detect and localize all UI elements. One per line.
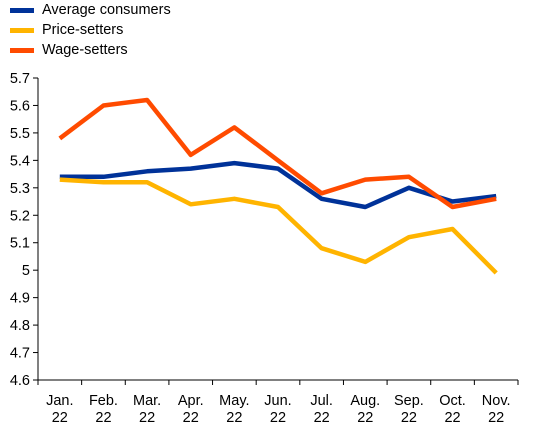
y-tick-label: 5.4 (10, 153, 30, 169)
legend-item-price-setters: Price-setters (10, 20, 171, 40)
series-layer (58, 97, 498, 275)
x-tick-label: Aug. 22 (350, 393, 380, 426)
legend-swatch-wage-setters (10, 47, 34, 53)
series-line-price-setters (59, 177, 498, 275)
y-tick-label: 4.7 (10, 346, 30, 362)
x-tick-label: Jun. 22 (264, 393, 291, 426)
y-tick-label: 5.1 (10, 236, 30, 252)
x-tick-label: Nov. 22 (482, 393, 511, 426)
y-tick-label: 4.8 (10, 318, 30, 334)
y-tick-label: 5 (22, 263, 30, 279)
y-tick-label: 5.6 (10, 98, 30, 114)
y-tick-label: 4.6 (10, 373, 30, 389)
y-tick-label: 5.2 (10, 208, 30, 224)
legend-label-average-consumers: Average consumers (42, 2, 171, 18)
series-line-wage-setters (58, 97, 497, 210)
series-line-average-consumers (59, 160, 497, 210)
y-tick-label: 5.5 (10, 126, 30, 142)
legend-item-average-consumers: Average consumers (10, 0, 171, 20)
y-tick-label: 4.9 (10, 291, 30, 307)
legend-label-price-setters: Price-setters (42, 22, 124, 38)
x-axis: Jan. 22 Feb. 22 Mar. 22 Apr. 22 May. 22 Jun. 22 Jul.… (37, 379, 519, 426)
x-tick-label: Sep. 22 (394, 393, 424, 426)
legend-swatch-price-setters (10, 27, 34, 33)
y-axis: 4.6 4.7 4.8 4.9 5 5.1 5.2 5.3 5.4 5.5 5.6 5.7 (10, 71, 39, 389)
x-tick-label: Jan. 22 (46, 393, 73, 426)
legend: Average consumers Price-setters Wage-set… (10, 0, 171, 60)
legend-swatch-average-consumers (10, 7, 34, 13)
legend-item-wage-setters: Wage-setters (10, 40, 171, 60)
y-tick-label: 5.3 (10, 181, 30, 197)
x-tick-label: Feb. 22 (89, 393, 118, 426)
y-tick-label: 5.7 (10, 71, 30, 87)
x-tick-label: Mar. 22 (133, 393, 161, 426)
x-tick-label: Apr. 22 (178, 393, 204, 426)
x-tick-label: May. 22 (219, 393, 249, 426)
x-tick-label: Jul. 22 (310, 393, 333, 426)
legend-label-wage-setters: Wage-setters (42, 42, 128, 58)
x-tick-label: Oct. 22 (439, 393, 466, 426)
